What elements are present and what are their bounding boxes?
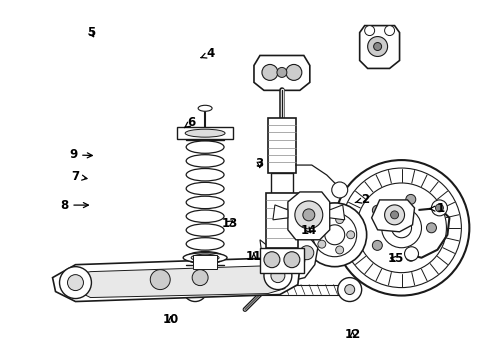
- Circle shape: [192, 270, 208, 285]
- Ellipse shape: [198, 105, 212, 111]
- Text: 11: 11: [245, 249, 262, 262]
- Bar: [193, 255, 217, 269]
- Polygon shape: [371, 200, 415, 232]
- Bar: [268, 118, 296, 173]
- Ellipse shape: [191, 254, 219, 261]
- Polygon shape: [360, 26, 399, 68]
- Circle shape: [432, 200, 447, 216]
- Circle shape: [391, 211, 398, 219]
- Circle shape: [150, 270, 170, 289]
- Circle shape: [295, 201, 323, 229]
- Text: 15: 15: [387, 252, 404, 265]
- Circle shape: [68, 275, 83, 291]
- Circle shape: [303, 203, 367, 267]
- Circle shape: [336, 246, 343, 254]
- Circle shape: [277, 67, 287, 77]
- Circle shape: [300, 246, 314, 260]
- Circle shape: [436, 204, 443, 212]
- Text: 12: 12: [344, 328, 361, 341]
- Circle shape: [59, 267, 92, 298]
- Text: 4: 4: [201, 47, 215, 60]
- Circle shape: [190, 285, 200, 294]
- Text: 2: 2: [355, 193, 369, 206]
- Ellipse shape: [185, 129, 225, 137]
- Circle shape: [338, 278, 362, 302]
- Text: 14: 14: [300, 224, 317, 237]
- Circle shape: [286, 64, 302, 80]
- Circle shape: [406, 194, 416, 204]
- Circle shape: [264, 262, 292, 289]
- Circle shape: [264, 252, 280, 268]
- Circle shape: [392, 218, 412, 238]
- Bar: [177, 127, 233, 139]
- Text: 13: 13: [221, 216, 238, 230]
- Polygon shape: [254, 55, 310, 90]
- Text: 3: 3: [256, 157, 264, 170]
- Circle shape: [345, 285, 355, 294]
- Polygon shape: [270, 238, 318, 282]
- Polygon shape: [260, 240, 270, 258]
- Circle shape: [313, 213, 357, 257]
- Circle shape: [385, 205, 405, 225]
- Circle shape: [284, 252, 300, 268]
- Circle shape: [336, 216, 343, 224]
- Circle shape: [262, 64, 278, 80]
- Circle shape: [372, 205, 382, 215]
- Polygon shape: [258, 270, 272, 282]
- Circle shape: [365, 26, 375, 36]
- Circle shape: [374, 42, 382, 50]
- Ellipse shape: [183, 253, 227, 263]
- Circle shape: [372, 240, 382, 250]
- Bar: [266, 193, 298, 248]
- Text: 6: 6: [184, 116, 196, 129]
- Polygon shape: [71, 266, 288, 298]
- Circle shape: [281, 248, 305, 272]
- Circle shape: [332, 182, 348, 198]
- Circle shape: [334, 160, 469, 296]
- Circle shape: [405, 247, 418, 261]
- Circle shape: [342, 168, 462, 288]
- Circle shape: [426, 223, 437, 233]
- Text: 1: 1: [430, 202, 444, 215]
- Circle shape: [318, 240, 326, 248]
- Polygon shape: [273, 205, 288, 220]
- Circle shape: [347, 231, 355, 239]
- Polygon shape: [52, 258, 300, 302]
- Polygon shape: [288, 192, 330, 240]
- Text: 10: 10: [163, 313, 179, 327]
- Circle shape: [318, 221, 326, 229]
- Circle shape: [368, 37, 388, 57]
- Text: 7: 7: [71, 170, 87, 183]
- Bar: [260, 248, 304, 273]
- Text: 5: 5: [87, 27, 95, 40]
- Circle shape: [382, 208, 421, 248]
- Circle shape: [325, 225, 345, 245]
- Polygon shape: [330, 205, 345, 220]
- Text: 9: 9: [69, 148, 92, 161]
- Circle shape: [183, 278, 207, 302]
- Circle shape: [385, 26, 394, 36]
- Circle shape: [406, 251, 416, 261]
- Circle shape: [271, 269, 285, 283]
- Circle shape: [357, 183, 446, 273]
- Text: 8: 8: [60, 199, 88, 212]
- Bar: [200, 285, 345, 294]
- Circle shape: [303, 209, 315, 221]
- Bar: [271, 173, 293, 193]
